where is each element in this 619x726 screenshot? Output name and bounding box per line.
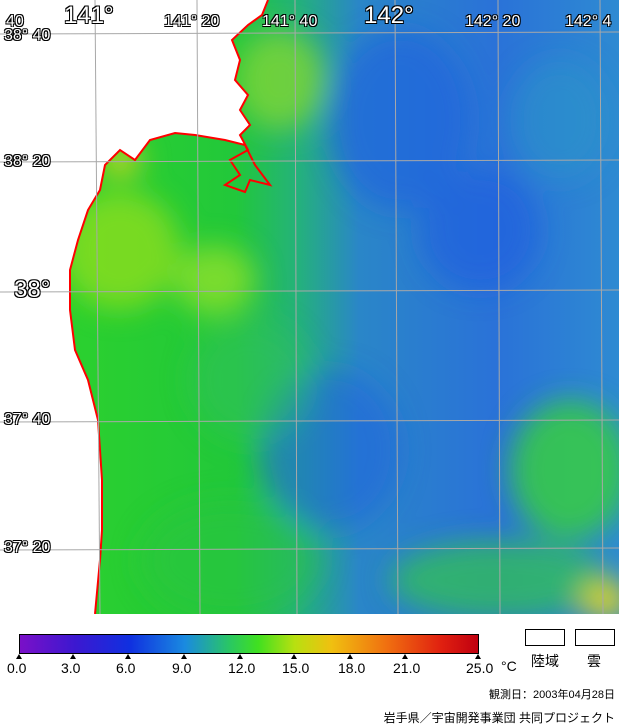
temperature-colorbar [19, 634, 479, 654]
longitude-label: 141° 40 [262, 13, 318, 30]
colorbar-tick-mark [475, 654, 481, 659]
colorbar-tick-label: 3.0 [61, 660, 81, 676]
colorbar-tick-mark [347, 654, 353, 659]
colorbar-tick-label: 25.0 [466, 660, 494, 676]
observation-date: 観測日：2003年04月28日 [489, 689, 615, 701]
temperature-unit: °C [501, 658, 517, 674]
latitude-label: 37° 40 [4, 411, 51, 428]
colorbar-tick-mark [291, 654, 297, 659]
longitude-label: 142° [364, 2, 414, 29]
colorbar-tick-mark [181, 654, 187, 659]
longitude-label: 40 [6, 13, 24, 30]
colorbar-tick-mark [16, 654, 22, 659]
longitude-label: 141° 20 [164, 13, 220, 30]
colorbar-tick-mark [70, 654, 76, 659]
longitude-label: 141° [64, 2, 114, 29]
longitude-label: 142° 20 [465, 13, 521, 30]
colorbar-tick-mark [237, 654, 243, 659]
colorbar-tick-label: 9.0 [172, 660, 192, 676]
sst-map [0, 0, 619, 614]
land-legend-swatch [525, 629, 565, 646]
latitude-label: 38° 40 [4, 27, 51, 44]
cloud-legend-label: 雲 [587, 653, 601, 669]
latitude-label: 38° [14, 276, 51, 303]
colorbar-tick-label: 21.0 [393, 660, 421, 676]
cloud-legend-swatch [575, 629, 615, 646]
colorbar-tick-label: 6.0 [116, 660, 136, 676]
colorbar-tick-label: 12.0 [228, 660, 256, 676]
latitude-label: 38° 20 [4, 153, 51, 170]
land-legend-label: 陸域 [531, 653, 559, 669]
colorbar-tick-label: 0.0 [7, 660, 27, 676]
colorbar-tick-label: 18.0 [338, 660, 366, 676]
colorbar-tick-label: 15.0 [282, 660, 310, 676]
graticule [0, 0, 619, 614]
colorbar-tick-mark [125, 654, 131, 659]
coastline [69, 0, 273, 614]
longitude-label: 142° 4 [565, 13, 612, 30]
colorbar-tick-mark [402, 654, 408, 659]
latitude-label: 37° 20 [4, 539, 51, 556]
credit-text: 岩手県／宇宙開発事業団 共同プロジェクト [383, 711, 615, 725]
